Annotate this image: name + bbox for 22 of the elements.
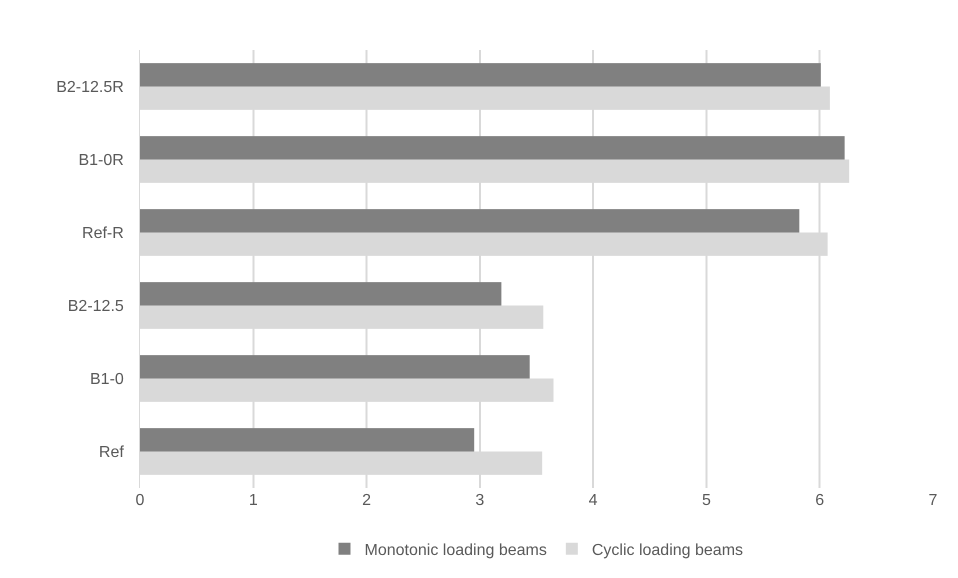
x-tick-label: 3 xyxy=(475,492,484,509)
y-tick-label: B1-0R xyxy=(78,152,124,170)
x-tick-label: 0 xyxy=(136,492,145,509)
x-tick-label: 6 xyxy=(815,492,824,509)
x-tick-label: 5 xyxy=(702,492,711,509)
y-tick-label: B2-12.5 xyxy=(68,298,124,316)
y-tick-label: Ref xyxy=(98,444,124,462)
bar xyxy=(140,282,502,306)
legend-label: Cyclic loading beams xyxy=(592,542,744,559)
bar xyxy=(140,63,821,86)
legend-label: Monotonic loading beams xyxy=(364,542,547,559)
bar xyxy=(140,209,800,232)
y-tick-label: B1-0 xyxy=(90,371,124,388)
bar xyxy=(140,136,845,160)
x-tick-label: 4 xyxy=(588,492,598,509)
x-tick-label: 1 xyxy=(248,492,258,509)
bar xyxy=(140,355,530,378)
x-tick-label: 2 xyxy=(362,492,372,509)
x-tick-label: 7 xyxy=(928,492,938,509)
bar xyxy=(140,428,474,452)
y-tick-label: Ref-R xyxy=(82,225,124,242)
y-tick-label: B2-12.5R xyxy=(56,79,124,96)
